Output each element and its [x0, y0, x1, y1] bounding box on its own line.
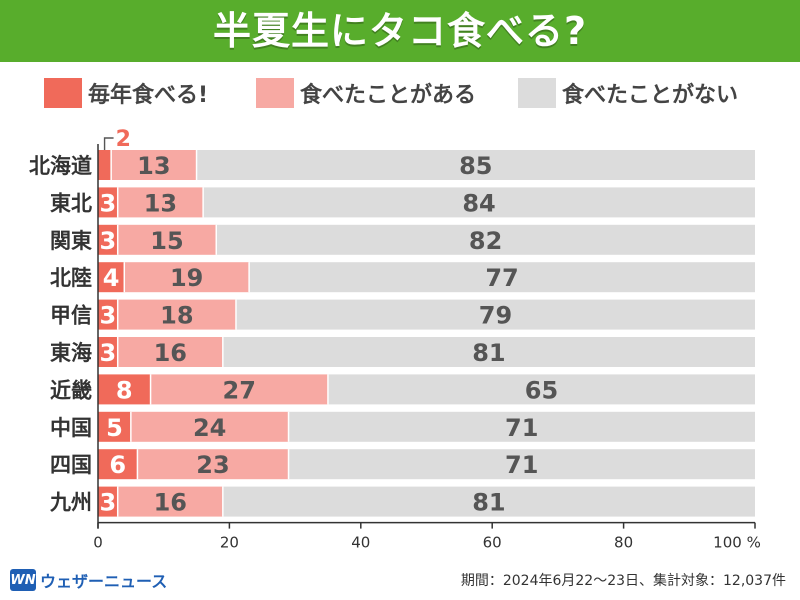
data-label: 82: [469, 227, 502, 255]
x-tick-label: 80: [614, 534, 633, 552]
bar-segment: [98, 337, 118, 367]
data-label: 3: [100, 302, 117, 330]
data-label: 13: [137, 152, 170, 180]
legend-swatch-every-year: [44, 78, 82, 108]
data-label: 81: [472, 489, 505, 517]
bar-segment: [117, 486, 223, 517]
data-label: 16: [154, 339, 187, 367]
bar-segment: [216, 224, 755, 255]
bar-segment: [124, 262, 250, 293]
data-label: 18: [160, 302, 193, 330]
bar-segment: [98, 486, 118, 517]
bar-segment: [288, 449, 755, 480]
data-label: 24: [193, 414, 226, 442]
data-label: 65: [525, 376, 558, 404]
bar-segment: [98, 299, 118, 330]
data-label: 3: [100, 189, 117, 217]
bar-segment: [98, 411, 131, 442]
data-label: 23: [196, 451, 229, 479]
bar-segment: [117, 224, 217, 255]
bar-segment: [98, 374, 151, 405]
bar-segment: [117, 299, 236, 330]
x-tick-label: 60: [483, 534, 502, 552]
x-tick-label: 20: [220, 534, 239, 552]
data-label: 3: [100, 339, 117, 367]
bar-segment: [117, 337, 223, 367]
bar-segment: [98, 150, 112, 180]
category-label: 北陸: [50, 266, 92, 290]
data-label: 27: [223, 376, 256, 404]
category-label: 九州: [49, 491, 92, 515]
x-tick-label: 40: [351, 534, 370, 552]
legend-label-have-eaten: 食べたことがある: [300, 83, 477, 108]
chart-title: 半夏生にタコ食べる?: [212, 9, 588, 53]
data-label-annotation: 2: [116, 127, 131, 152]
data-label: 15: [150, 227, 183, 255]
data-label: 19: [170, 264, 203, 292]
category-label: 東北: [50, 191, 92, 215]
category-label: 四国: [50, 453, 92, 477]
bar-segment: [222, 337, 755, 367]
bar-segment: [203, 187, 755, 218]
bar-segment: [98, 187, 118, 218]
category-label: 北海道: [29, 154, 92, 178]
bar-segment: [137, 449, 289, 480]
survey-note: 期間：2024年6月22～23日、集計対象：12,037件: [460, 573, 786, 589]
bar-segment: [130, 411, 289, 442]
bar-segment: [327, 374, 755, 405]
bar-segment: [98, 224, 118, 255]
data-label: 6: [109, 451, 126, 479]
legend-item-every-year: 毎年食べる!: [44, 76, 208, 110]
logo-text: ウェザーニュース: [40, 572, 168, 591]
data-label: 79: [479, 302, 512, 330]
data-label: 5: [106, 414, 123, 442]
legend-label-every-year: 毎年食べる!: [88, 83, 209, 108]
bar-segment: [150, 374, 328, 405]
x-tick-label: 0: [93, 534, 103, 552]
data-label: 71: [505, 414, 538, 442]
bar-segment: [288, 411, 755, 442]
data-label: 3: [100, 227, 117, 255]
legend: 毎年食べる! 食べたことがある 食べたことがない: [0, 76, 800, 110]
bar-segment: [111, 150, 197, 180]
legend-swatch-have-eaten: [256, 78, 294, 108]
data-label: 85: [459, 152, 492, 180]
data-label: 8: [116, 376, 133, 404]
x-tick-label: 100 %: [713, 534, 761, 552]
category-label: 近畿: [50, 378, 92, 402]
bar-segment: [196, 150, 756, 180]
bar-segment: [249, 262, 756, 293]
bar-segment: [98, 262, 125, 293]
legend-label-never-eaten: 食べたことがない: [562, 83, 739, 108]
legend-swatch-never-eaten: [518, 78, 556, 108]
weathernews-logo: WN ウェザーニュース: [10, 568, 167, 592]
data-label: 4: [103, 264, 120, 292]
bar-segment: [222, 486, 755, 517]
data-label: 77: [485, 264, 518, 292]
legend-item-have-eaten: 食べたことがある: [256, 76, 476, 110]
annotation-leader-line: [103, 137, 114, 150]
category-label: 中国: [50, 416, 92, 440]
category-label: 甲信: [50, 304, 92, 328]
data-label: 81: [472, 339, 505, 367]
data-label: 13: [144, 189, 177, 217]
data-label: 16: [154, 489, 187, 517]
category-label: 関東: [50, 229, 92, 253]
legend-item-never-eaten: 食べたことがない: [518, 76, 738, 110]
data-label: 84: [462, 189, 495, 217]
bar-segment: [117, 187, 204, 218]
logo-mark-icon: WN: [10, 569, 36, 591]
category-label: 東海: [50, 341, 92, 365]
data-label: 71: [505, 451, 538, 479]
title-bar: [0, 0, 800, 62]
bar-segment: [98, 449, 138, 480]
bar-segment: [235, 299, 756, 330]
data-label: 3: [100, 489, 117, 517]
